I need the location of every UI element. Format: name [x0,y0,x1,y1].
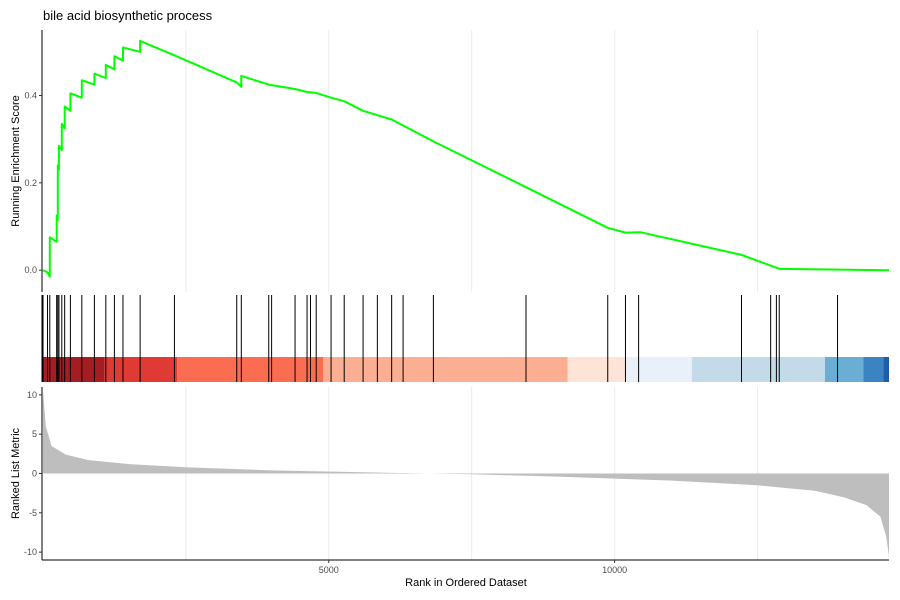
y-tick-label: -5 [29,508,37,518]
color-bar-segment [626,357,692,382]
running-score-line [42,39,890,278]
color-bar-segment [883,357,889,382]
color-bar-segment [104,357,178,382]
x-axis-title: Rank in Ordered Dataset [405,577,527,589]
y-tick-label: 0.0 [24,265,37,275]
rank-color-bar [43,357,889,382]
y-tick-label: -10 [24,547,37,557]
color-bar-segment [824,357,864,382]
y-tick-label: 0.2 [24,178,37,188]
color-bar-segment [43,357,105,382]
y-tick-label: 5 [32,429,37,439]
ranked-metric-fill [43,390,889,557]
color-bar-segment [691,357,825,382]
color-bar-segment [323,357,568,382]
y-axis-title-ranked-metric: Ranked List Metric [10,427,22,519]
ranked-metric-area [43,390,889,557]
x-tick-label: 10000 [602,565,627,575]
color-bar-segment [177,357,324,382]
gene-hit-ticks [42,295,839,382]
y-tick-label: 0.4 [24,91,37,101]
x-tick-label: 5000 [319,565,339,575]
chart-title: bile acid biosynthetic process [43,8,213,23]
y-tick-label: 10 [27,390,37,400]
y-tick-label: 0 [32,469,37,479]
running-score-path [42,39,890,278]
color-bar-segment [863,357,884,382]
y-axis-title-running-score: Running Enrichment Score [10,95,22,226]
axis-labels: 0.0 0.2 0.4 10 5 0 -5 -10 5000 10000 Rank in Order… [10,91,627,590]
color-bar-segment [567,357,627,382]
